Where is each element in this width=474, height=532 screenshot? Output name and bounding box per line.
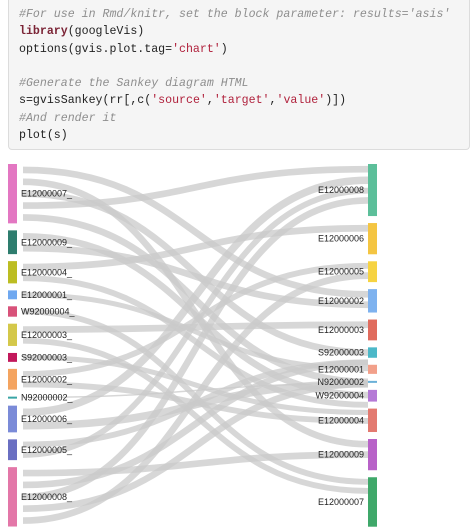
sankey-node[interactable] (8, 405, 17, 433)
sankey-link[interactable] (22, 354, 369, 416)
sankey-node[interactable] (8, 230, 17, 255)
sankey-node-label: E12000004 (318, 415, 364, 425)
sankey-link[interactable] (22, 275, 369, 408)
code-token: s=gvisSankey(rr[,c( (19, 94, 152, 108)
sankey-node-label: E12000003 (318, 325, 364, 335)
sankey-link[interactable] (22, 451, 369, 477)
sankey-node-label: E12000007_ (21, 189, 73, 199)
code-line: plot(s) (19, 127, 469, 144)
sankey-node[interactable] (368, 319, 377, 341)
sankey-node[interactable] (8, 261, 17, 284)
code-line: s=gvisSankey(rr[,c('source','target','va… (19, 92, 469, 109)
sankey-link[interactable] (22, 244, 369, 309)
sankey-node[interactable] (368, 408, 377, 433)
code-line: library(googleVis) (19, 23, 469, 40)
sankey-node-label: E12000008_ (21, 492, 73, 502)
sankey-node-label: E12000009 (318, 450, 364, 460)
sankey-node[interactable] (368, 164, 377, 217)
sankey-node-label: W92000004 (315, 391, 364, 401)
sankey-node[interactable] (8, 467, 17, 527)
sankey-node[interactable] (8, 368, 17, 390)
code-token: , (269, 94, 277, 108)
sankey-node[interactable] (368, 261, 377, 283)
sankey-link[interactable] (22, 187, 369, 458)
code-token: 'source' (151, 94, 207, 108)
sankey-node-label: N92000002_ (21, 393, 74, 403)
sankey-node[interactable] (368, 477, 377, 527)
sankey-node-label: S92000003 (318, 348, 364, 358)
sankey-node[interactable] (8, 439, 17, 461)
sankey-node-label: E12000009_ (21, 237, 73, 247)
code-token: plot(s) (19, 129, 68, 143)
sankey-node-label: W92000004_ (21, 306, 76, 316)
sankey-node-label: E12000002 (318, 296, 364, 306)
code-comment: #And render it (19, 111, 117, 125)
code-line (19, 58, 469, 75)
sankey-node[interactable] (8, 290, 17, 300)
sankey-node[interactable] (368, 289, 377, 313)
sankey-node-label: E12000001 (318, 364, 364, 374)
sankey-node-label: E12000008 (318, 185, 364, 195)
sankey-node[interactable] (8, 396, 17, 399)
sankey-node[interactable] (8, 352, 17, 362)
sankey-node[interactable] (368, 364, 377, 374)
code-block: #For use in Rmd/knitr, set the block par… (8, 0, 470, 150)
sankey-node-label: E12000002_ (21, 374, 73, 384)
code-text: #For use in Rmd/knitr, set the block par… (9, 0, 469, 144)
code-token: library (19, 25, 68, 39)
sankey-diagram: E12000007_ E12000009_ E12000004_ E12000001_… (8, 164, 377, 527)
sankey-node[interactable] (8, 306, 17, 317)
sankey-node-label: N92000002 (317, 377, 364, 387)
sankey-link[interactable] (22, 197, 369, 501)
code-token: ) (220, 42, 228, 56)
code-line: #For use in Rmd/knitr, set the block par… (19, 6, 469, 23)
sankey-node[interactable] (368, 380, 377, 383)
sankey-node-label: E12000001_ (21, 290, 73, 300)
sankey-node[interactable] (8, 323, 17, 346)
sankey-node[interactable] (368, 223, 377, 255)
sankey-node-label: E12000006 (318, 234, 364, 244)
sankey-node[interactable] (8, 164, 17, 224)
code-line: options(gvis.plot.tag='chart') (19, 41, 469, 58)
sankey-node[interactable] (368, 389, 377, 402)
code-token: options(gvis.plot.tag= (19, 42, 173, 56)
sankey-link[interactable] (22, 176, 369, 417)
sankey-node-label: E12000004_ (21, 267, 73, 277)
sankey-node-label: E12000005 (318, 267, 364, 277)
code-token: 'value' (276, 94, 326, 108)
code-token: 'target' (213, 94, 270, 108)
sankey-link[interactable] (22, 272, 369, 524)
code-token: , (206, 94, 214, 108)
sankey-link[interactable] (22, 165, 369, 209)
sankey-node-label: E12000005_ (21, 445, 73, 455)
code-line: #And render it (19, 110, 469, 127)
sankey-node[interactable] (368, 347, 377, 358)
sankey-node-label: E12000007 (318, 497, 364, 507)
code-comment: #For use in Rmd/knitr, set the block par… (19, 8, 451, 21)
sankey-link[interactable] (22, 380, 369, 513)
sankey-link[interactable] (22, 337, 369, 494)
sankey-link[interactable] (22, 224, 369, 271)
sankey-nodes: E12000007_ E12000009_ E12000004_ E12000001_… (8, 164, 377, 527)
sankey-node-label: E12000003_ (21, 330, 73, 340)
code-token: (googleVis) (67, 25, 145, 39)
code-token: 'chart' (172, 42, 221, 56)
sankey-node-label: S92000003_ (21, 352, 73, 362)
sankey-node-label: E12000006_ (21, 414, 73, 424)
sankey-node[interactable] (368, 439, 377, 471)
code-line: #Generate the Sankey diagram HTML (19, 75, 469, 92)
code-token: )]) (325, 94, 347, 108)
sankey-links (22, 165, 369, 524)
code-comment: #Generate the Sankey diagram HTML (19, 77, 249, 91)
